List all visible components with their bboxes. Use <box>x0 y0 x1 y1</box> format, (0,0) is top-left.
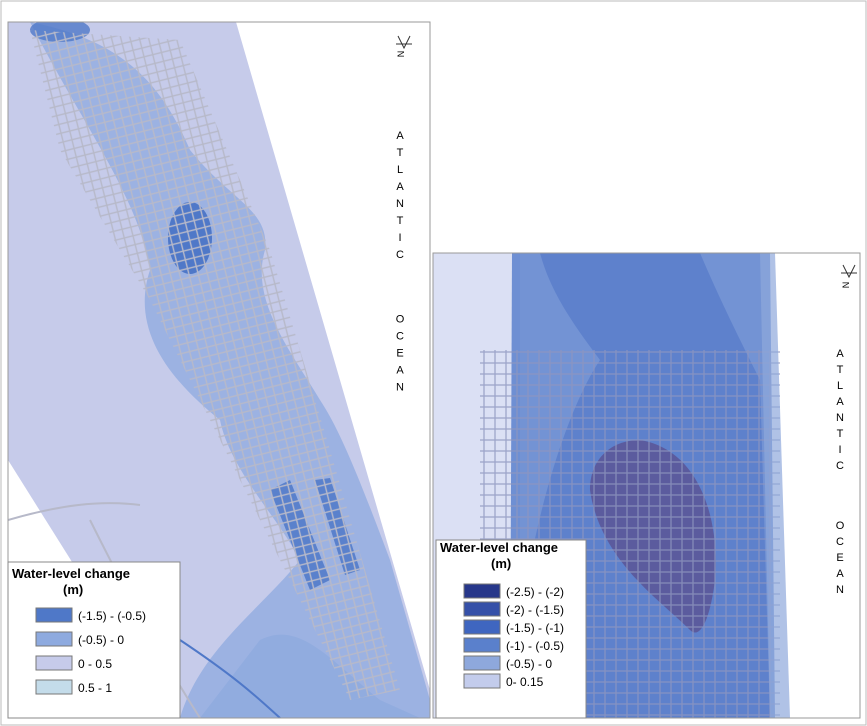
legend-title: Water-level change <box>12 566 130 581</box>
legend-label: (-2) - (-1.5) <box>506 603 564 617</box>
legend-box <box>435 539 587 719</box>
legend-title: Water-level change <box>440 540 558 555</box>
legend-label: (-1.5) - (-1) <box>506 621 564 635</box>
legend-swatch <box>35 631 73 647</box>
legend-swatch <box>35 607 73 623</box>
legend-swatch <box>463 637 501 653</box>
ocean-label: OCEAN <box>834 520 846 600</box>
north-arrow <box>841 264 857 279</box>
legend-label: (-0.5) - 0 <box>78 633 124 647</box>
legend-swatch <box>463 601 501 617</box>
legend-label: (-2.5) - (-2) <box>506 585 564 599</box>
legend-swatch <box>463 583 501 599</box>
legend-swatch <box>463 655 501 671</box>
legend-swatch <box>35 655 73 671</box>
ocean-label: OCEAN <box>394 314 406 399</box>
north-arrow <box>396 35 412 50</box>
legend-swatch <box>463 619 501 635</box>
legend-swatch <box>463 673 501 689</box>
legend-title: (m) <box>63 582 83 597</box>
legend-label: 0.5 - 1 <box>78 681 112 695</box>
legend-label: (-1) - (-0.5) <box>506 639 564 653</box>
ocean-label: ATLANTIC <box>834 348 846 476</box>
legend-label: 0- 0.15 <box>506 675 544 689</box>
legend-label: (-1.5) - (-0.5) <box>78 609 146 623</box>
north-label: N <box>841 282 851 289</box>
north-label: N <box>396 51 406 58</box>
legend-label: (-0.5) - 0 <box>506 657 552 671</box>
ocean-label: ATLANTIC <box>394 130 406 266</box>
legend-title: (m) <box>491 556 511 571</box>
legend-label: 0 - 0.5 <box>78 657 112 671</box>
legend-swatch <box>35 679 73 695</box>
